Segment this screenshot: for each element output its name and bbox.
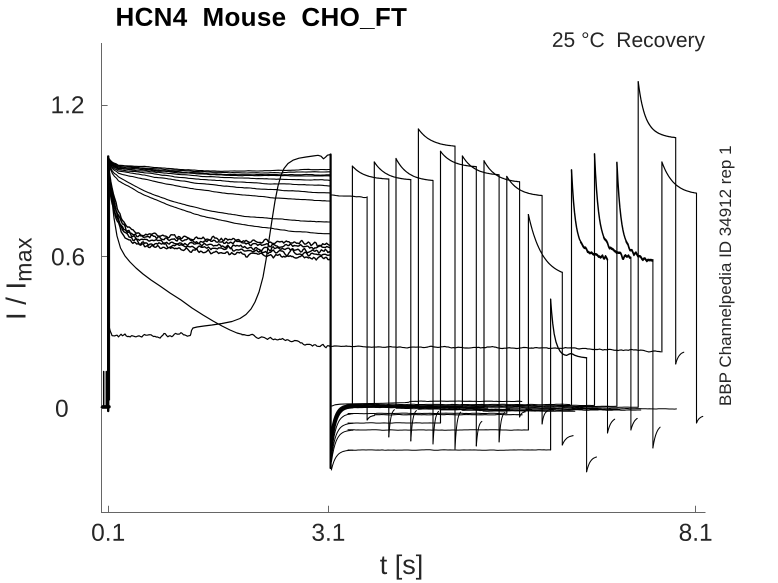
svg-text:BBP Channelpedia ID 34912 rep: BBP Channelpedia ID 34912 rep 1 bbox=[716, 145, 735, 406]
svg-text:0.6: 0.6 bbox=[51, 244, 85, 271]
svg-text:8.1: 8.1 bbox=[679, 520, 713, 547]
svg-text:0.1: 0.1 bbox=[91, 520, 125, 547]
svg-text:t [s]: t [s] bbox=[380, 550, 424, 580]
svg-text:0: 0 bbox=[55, 396, 69, 423]
svg-text:HCN4 Mouse CHO_FT: HCN4 Mouse CHO_FT bbox=[115, 2, 407, 32]
svg-text:25 °C Recovery: 25 °C Recovery bbox=[552, 29, 706, 52]
svg-text:3.1: 3.1 bbox=[311, 520, 345, 547]
svg-text:1.2: 1.2 bbox=[50, 92, 84, 119]
